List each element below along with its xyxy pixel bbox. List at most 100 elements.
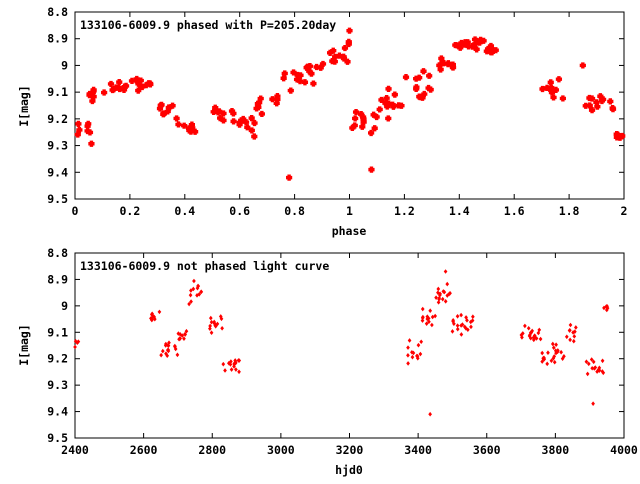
data-point: [420, 315, 425, 321]
data-point: [244, 124, 251, 131]
data-point: [591, 401, 595, 406]
data-point: [287, 87, 294, 94]
data-point: [428, 411, 432, 417]
data-point: [545, 361, 550, 367]
data-point: [251, 119, 258, 127]
data-point: [459, 323, 463, 328]
data-point: [426, 316, 431, 321]
y-tick-label: 9.1: [47, 85, 68, 99]
x-tick-label: 0.6: [229, 204, 250, 218]
y-tick-label: 8.8: [47, 246, 68, 260]
y-tick-label: 8.9: [47, 32, 68, 46]
data-point: [128, 77, 136, 85]
data-point: [181, 122, 188, 129]
data-point: [443, 299, 448, 304]
axis-ticks: 0 0.2 0.4 0.6 0.8 1 1.2 1.4 1.6 1.8 2 8.8 8.9 9 9.1 9.2…: [47, 5, 627, 218]
data-point: [523, 323, 527, 329]
data-point: [234, 367, 238, 372]
data-point: [459, 312, 463, 318]
data-point: [589, 357, 594, 362]
data-point: [531, 337, 536, 343]
data-point: [173, 346, 178, 352]
data-point: [593, 99, 600, 106]
data-point: [180, 333, 185, 338]
axis-ticks: 2400 2600 2800 3000 3200 3400 3600 3800 4000 8.8 8…: [47, 246, 638, 457]
data-point: [344, 58, 351, 65]
data-point: [586, 94, 593, 102]
data-point: [223, 368, 227, 373]
data-point: [448, 290, 452, 296]
data-point: [310, 80, 317, 87]
data-point: [254, 100, 262, 107]
data-point: [208, 315, 213, 321]
data-point: [107, 80, 115, 88]
data-point: [297, 72, 304, 79]
y-tick-label: 9.2: [47, 112, 68, 126]
y-axis-label: I[mag]: [17, 85, 31, 127]
data-point: [540, 359, 545, 364]
data-point: [208, 326, 212, 331]
data-point: [438, 292, 442, 298]
data-points: [73, 269, 610, 417]
data-point: [197, 292, 202, 297]
data-point: [326, 49, 334, 56]
y-tick-label: 8.9: [47, 272, 68, 286]
data-point: [590, 365, 595, 371]
data-point: [554, 342, 558, 348]
y-tick-label: 9.4: [47, 165, 68, 179]
data-point: [420, 306, 425, 312]
data-point: [228, 362, 233, 367]
data-point: [420, 68, 427, 75]
data-point: [553, 348, 558, 353]
data-point: [586, 361, 591, 367]
data-point: [319, 60, 327, 68]
data-point: [537, 327, 542, 333]
data-point: [468, 319, 473, 325]
data-point: [445, 281, 450, 287]
x-tick-label: 3800: [542, 443, 570, 457]
phased-panel: 133106-6009.9 phased with P=205.20day ph…: [17, 5, 627, 238]
chart-title: 133106-6009.9 not phased light curve: [80, 259, 329, 273]
data-point: [472, 40, 479, 47]
data-point: [157, 102, 164, 109]
data-point: [436, 290, 440, 295]
data-point: [520, 335, 524, 340]
data-point: [395, 102, 402, 109]
y-tick-label: 9.3: [47, 378, 68, 392]
data-point: [75, 120, 82, 127]
data-point: [359, 123, 366, 130]
data-point: [389, 101, 396, 108]
data-point: [109, 86, 116, 94]
data-point: [149, 316, 153, 321]
data-point: [230, 118, 237, 125]
data-point: [425, 314, 430, 319]
data-point: [555, 348, 560, 353]
data-point: [274, 93, 281, 100]
data-point: [471, 314, 475, 320]
data-point: [385, 85, 392, 92]
data-point: [443, 269, 448, 274]
data-point: [187, 128, 195, 135]
data-point: [269, 96, 276, 103]
data-point: [532, 333, 537, 339]
data-point: [520, 331, 525, 336]
data-point: [84, 123, 91, 130]
data-point: [371, 125, 378, 132]
data-point: [165, 353, 170, 359]
data-point: [424, 321, 429, 326]
data-point: [436, 286, 441, 292]
data-point: [571, 330, 575, 335]
data-point: [209, 319, 214, 325]
data-point: [434, 295, 438, 300]
data-point: [237, 369, 241, 375]
data-point: [440, 296, 445, 302]
data-point: [464, 315, 468, 320]
data-point: [89, 97, 96, 105]
y-tick-label: 9.4: [47, 405, 68, 419]
data-point: [407, 338, 412, 343]
data-point: [574, 325, 578, 330]
data-point: [88, 140, 95, 147]
x-axis-label: phase: [332, 224, 367, 238]
